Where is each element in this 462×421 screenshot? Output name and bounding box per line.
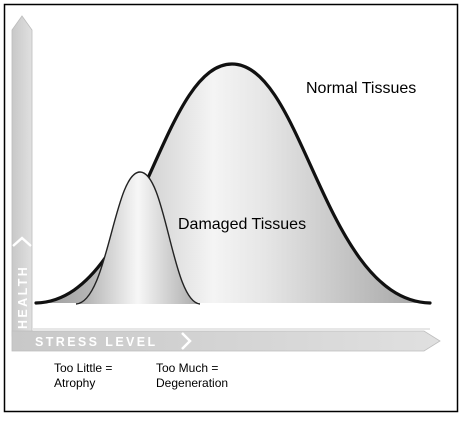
too-little-line-2: Atrophy	[54, 376, 95, 390]
x-axis-label: STRESS LEVEL	[35, 335, 158, 349]
health-axis-chevron	[12, 236, 32, 247]
damaged-tissues-label: Damaged Tissues	[178, 216, 306, 233]
normal-tissues-label: Normal Tissues	[306, 80, 416, 97]
damaged-tissues-curve	[76, 172, 200, 304]
too-much-line-2: Degeneration	[156, 376, 228, 390]
y-axis-label: HEALTH	[16, 265, 30, 329]
too-little-line-1: Too Little =	[54, 361, 112, 375]
too-much-line-1: Too Much =	[156, 361, 218, 375]
stress-axis-arrow	[11, 330, 441, 352]
damaged-tissues-outline	[75, 171, 201, 305]
stress-axis-chevron	[181, 332, 192, 350]
